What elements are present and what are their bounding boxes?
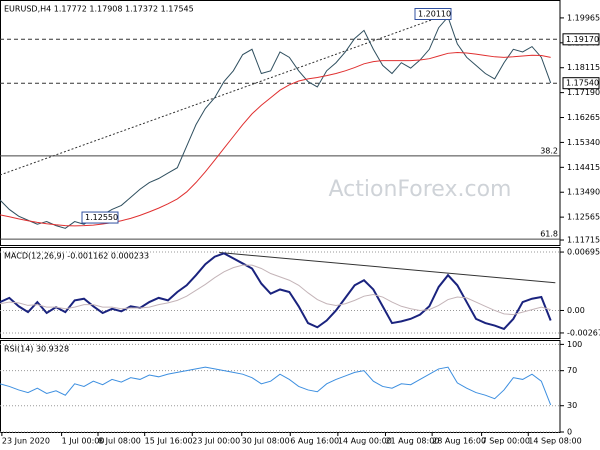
- series-line: [0, 51, 551, 227]
- panel-title: RSI(14) 30.9328: [4, 345, 69, 354]
- x-tick-label: 23 Jul 00:00: [192, 437, 240, 446]
- trendline: [219, 252, 556, 284]
- x-tick-label: 14 Sep 08:00: [528, 437, 581, 446]
- y-tick-label: 1.18115: [567, 63, 600, 72]
- y-tick-label: 1.13490: [567, 188, 600, 197]
- panel-frame: [0, 0, 561, 246]
- y-tick-label: 1.14415: [567, 163, 600, 172]
- fib-label: 38.2: [540, 146, 558, 155]
- y-tick-label: 30: [567, 401, 577, 410]
- level-box: [562, 33, 600, 46]
- y-tick-label: 1.12565: [567, 213, 600, 222]
- y-tick-label: 1.19965: [567, 13, 600, 22]
- y-tick-label: 1.17190: [567, 88, 600, 97]
- y-tick-label: 70: [567, 366, 577, 375]
- level-label: 1.17540: [566, 79, 599, 88]
- y-tick-label: 1.15340: [567, 138, 600, 147]
- x-tick-label: 14 Aug 00:00: [338, 437, 392, 446]
- y-tick-label: 0: [567, 428, 572, 437]
- panel-title: EURUSD,H4 1.17772 1.17908 1.17372 1.1754…: [4, 5, 194, 14]
- x-tick-label: 15 Jul 16:00: [145, 437, 193, 446]
- series-line: [0, 366, 552, 406]
- x-tick-label: 6 Aug 16:00: [290, 437, 339, 446]
- level-box: [562, 77, 600, 90]
- y-tick-label: 100: [567, 340, 582, 349]
- x-tick-label: 1 Jul 00:00: [62, 437, 105, 446]
- watermark: ActionForex.com: [329, 177, 512, 202]
- y-tick-label: 0.00: [567, 306, 585, 315]
- annotation-label: 1.12550: [85, 213, 118, 222]
- y-tick-label: 1.16265: [567, 113, 600, 122]
- x-tick-label: 28 Aug 16:00: [432, 437, 486, 446]
- panel-frame: [0, 247, 561, 339]
- level-label: 1.19170: [566, 35, 599, 44]
- x-tick-label: 7 Sep 00:00: [482, 437, 530, 446]
- panel-title: MACD(12,26,9) -0.001162 0.000233: [4, 252, 149, 261]
- annotation-box: [414, 8, 452, 20]
- trendline: [0, 13, 449, 176]
- y-tick-label: 1.11715: [567, 236, 600, 245]
- x-tick-label: 21 Aug 08:00: [385, 437, 439, 446]
- annotation-label: 1.20110: [418, 10, 451, 19]
- x-tick-label: 8 Jul 08:00: [98, 437, 141, 446]
- y-tick-label: 0.006955: [567, 248, 600, 257]
- series-line: [0, 264, 551, 316]
- y-tick-label: -0.002676: [567, 328, 600, 337]
- series-line: [0, 252, 552, 331]
- fib-label: 61.8: [540, 230, 558, 239]
- x-tick-label: 23 Jun 2020: [2, 437, 50, 446]
- panel-frame: [0, 340, 561, 433]
- x-tick-label: 30 Jul 08:00: [242, 437, 290, 446]
- annotation-box: [81, 211, 119, 224]
